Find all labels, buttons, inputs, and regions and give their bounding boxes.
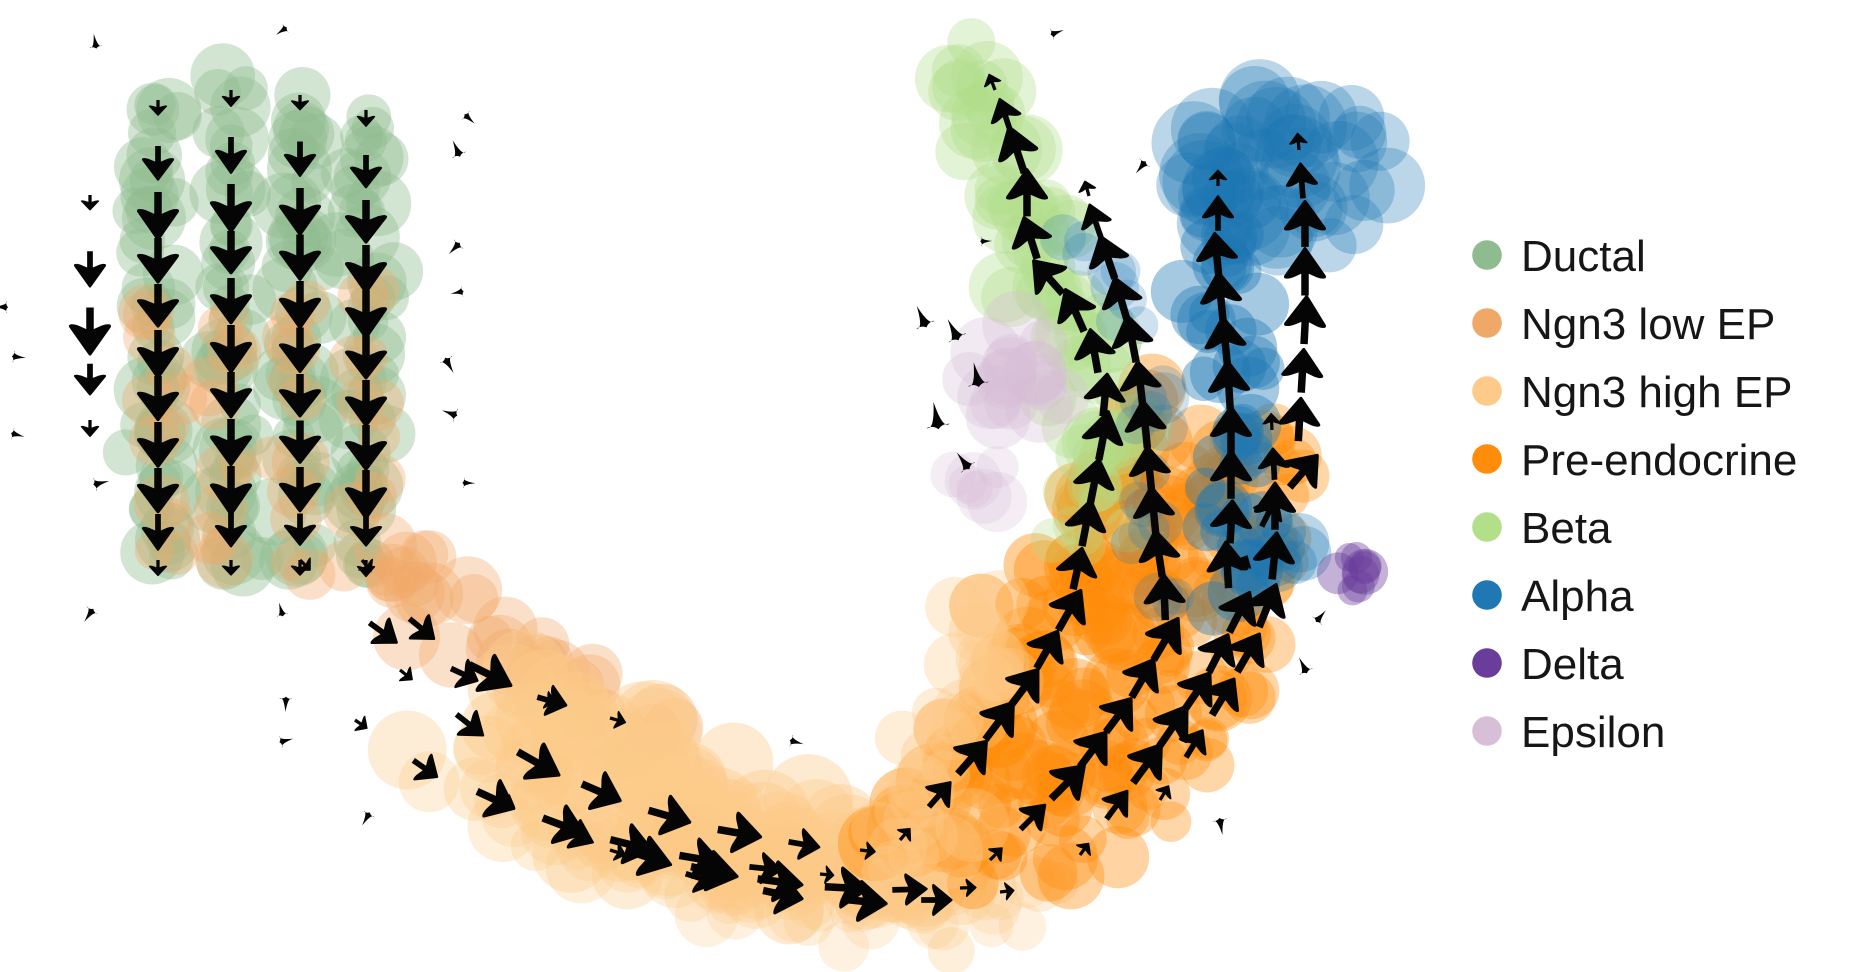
svg-text:Ngn3 low EP: Ngn3 low EP (1521, 300, 1775, 349)
svg-text:Ngn3 high EP: Ngn3 high EP (1521, 368, 1793, 417)
svg-text:Beta: Beta (1521, 504, 1612, 553)
svg-text:Epsilon: Epsilon (1521, 708, 1665, 757)
svg-text:Alpha: Alpha (1521, 572, 1634, 621)
svg-text:Delta: Delta (1521, 640, 1624, 689)
svg-text:Ductal: Ductal (1521, 232, 1646, 281)
svg-text:Pre-endocrine: Pre-endocrine (1521, 436, 1797, 485)
